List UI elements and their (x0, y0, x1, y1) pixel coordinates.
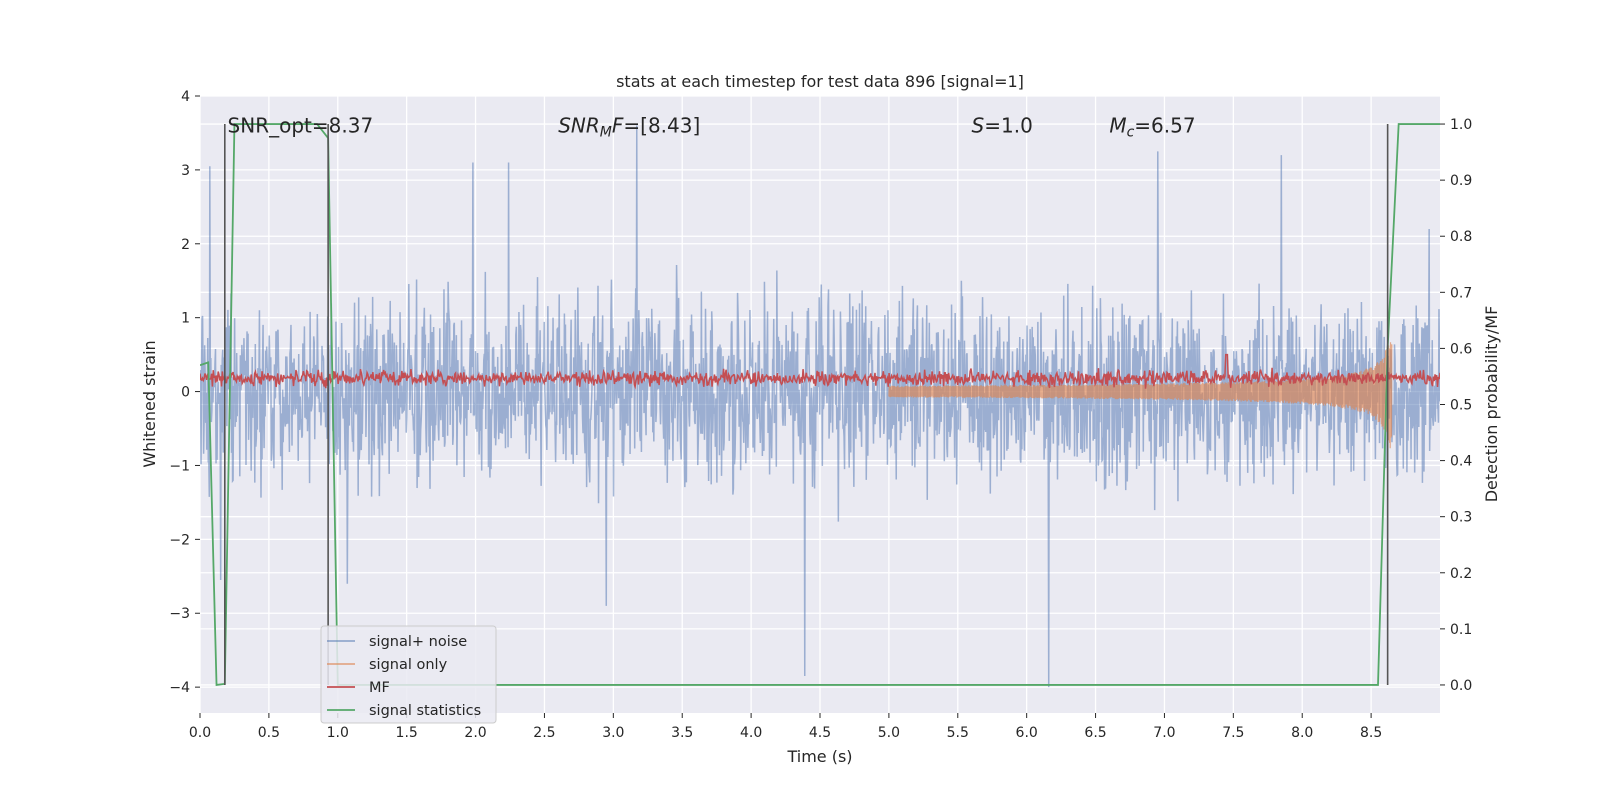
y-axis-ticks: 4 3 2 1 0 −1 −2 −3 −4 (169, 89, 200, 696)
x-tick-label: 0.0 (189, 725, 211, 741)
x-tick-label: 4.0 (740, 725, 762, 741)
series-signal-statistics (200, 123, 1440, 686)
y-tick-label: 2 (181, 237, 190, 253)
legend-label: signal only (369, 657, 448, 673)
y2-tick-label: 0.9 (1450, 173, 1472, 189)
legend-label: MF (369, 680, 390, 696)
y2-tick-label: 0.1 (1450, 622, 1472, 638)
x-tick-label: 6.5 (1084, 725, 1106, 741)
y2-tick-label: 0.6 (1450, 341, 1472, 357)
y-tick-label: 3 (181, 163, 190, 179)
x-tick-label: 3.0 (602, 725, 624, 741)
y2-tick-label: 0.3 (1450, 510, 1472, 526)
x-tick-label: 5.5 (947, 725, 969, 741)
legend-label: signal statistics (369, 703, 481, 719)
y2-tick-label: 0.5 (1450, 398, 1472, 414)
y-tick-label: −4 (169, 680, 190, 696)
annotation-label: Mc=6.57 (1109, 114, 1195, 141)
series-mf (200, 353, 1440, 390)
x-tick-label: 0.5 (258, 725, 280, 741)
x-tick-label: 7.5 (1222, 725, 1244, 741)
y2-axis-label: Detection probability/MF (1482, 306, 1501, 503)
series-signal-noise (200, 125, 1440, 688)
x-axis-ticks: 0.0 0.5 1.0 1.5 2.0 2.5 3.0 3.5 4.0 4.5 5.0 5.5 6.0 6… (189, 713, 1382, 741)
y2-tick-label: 1.0 (1450, 117, 1472, 133)
series-signal-only (888, 342, 1393, 449)
y2-tick-label: 0.4 (1450, 454, 1472, 470)
x-tick-label: 1.0 (327, 725, 349, 741)
chart-title: stats at each timestep for test data 896… (616, 72, 1024, 91)
y2-tick-label: 0.8 (1450, 229, 1472, 245)
y2-tick-label: 0.7 (1450, 285, 1472, 301)
annotation-label: SNR_opt=8.37 (228, 114, 374, 138)
y2-tick-label: 0.2 (1450, 566, 1472, 582)
legend-box (320, 625, 497, 724)
x-axis-label: Time (s) (786, 747, 852, 766)
annotations: SNR_opt=8.37 SNRMF=[8.43] S=1.0 Mc=6.57 (228, 114, 1196, 141)
x-tick-label: 4.5 (809, 725, 831, 741)
vertical-markers (224, 124, 1389, 685)
y-tick-label: −1 (169, 458, 190, 474)
x-tick-label: 2.5 (533, 725, 555, 741)
annotation-label: S=1.0 (972, 114, 1033, 138)
x-tick-label: 5.0 (878, 725, 900, 741)
y-tick-label: 1 (181, 311, 190, 327)
legend-label: signal+ noise (369, 634, 467, 650)
y-tick-label: −3 (169, 606, 190, 622)
x-tick-label: 8.0 (1291, 725, 1313, 741)
y2-tick-label: 0.0 (1450, 678, 1472, 694)
x-tick-label: 7.0 (1153, 725, 1175, 741)
x-tick-label: 3.5 (671, 725, 693, 741)
y-axis-label: Whitened strain (140, 340, 159, 467)
x-tick-label: 8.5 (1360, 725, 1382, 741)
x-tick-label: 6.0 (1016, 725, 1038, 741)
x-tick-label: 2.0 (464, 725, 486, 741)
y2-axis-ticks: 1.0 0.9 0.8 0.7 0.6 0.5 0.4 0.3 0.2 0.1 0.0 (1440, 117, 1472, 694)
annotation-label: SNRMF=[8.43] (558, 114, 700, 141)
series-layer (200, 123, 1440, 688)
y-tick-label: 4 (181, 89, 190, 105)
y-tick-label: −2 (169, 532, 190, 548)
x-tick-label: 1.5 (396, 725, 418, 741)
legend: signal+ noise signal only MF signal statist… (320, 625, 497, 724)
y-tick-label: 0 (181, 385, 190, 401)
